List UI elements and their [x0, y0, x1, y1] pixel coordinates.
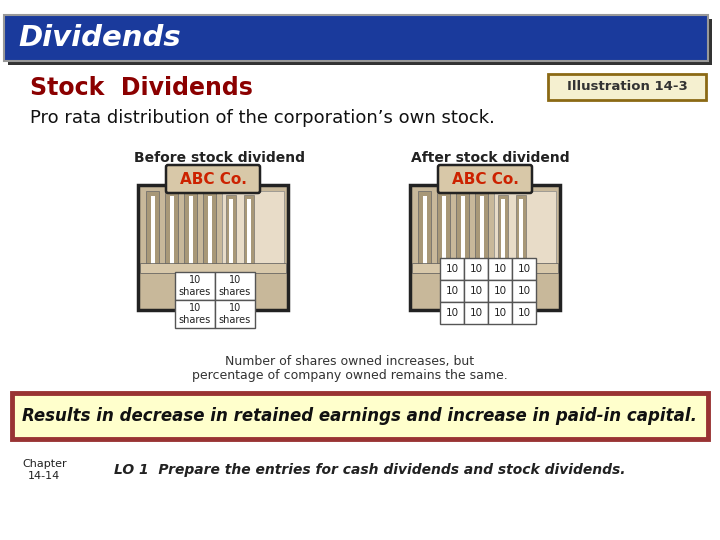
Bar: [423, 196, 426, 266]
Bar: [461, 196, 464, 266]
Bar: [418, 191, 431, 271]
Bar: [412, 263, 558, 273]
Text: Chapter
14-14: Chapter 14-14: [22, 459, 67, 481]
Bar: [229, 199, 233, 263]
Text: 10
shares: 10 shares: [219, 303, 251, 325]
Text: 10: 10: [446, 286, 459, 296]
Bar: [247, 199, 251, 263]
Bar: [501, 199, 505, 263]
Bar: [226, 195, 236, 267]
Bar: [207, 196, 212, 266]
Bar: [519, 199, 523, 263]
Bar: [189, 196, 192, 266]
Bar: [464, 258, 488, 280]
Text: 10: 10: [446, 308, 459, 318]
Text: 10: 10: [446, 264, 459, 274]
Bar: [488, 258, 512, 280]
FancyBboxPatch shape: [166, 165, 260, 193]
Text: Pro rata distribution of the corporation’s own stock.: Pro rata distribution of the corporation…: [30, 109, 495, 127]
Bar: [8, 19, 712, 65]
Bar: [244, 195, 254, 267]
Bar: [456, 191, 469, 271]
Bar: [512, 302, 536, 324]
Bar: [441, 196, 446, 266]
Bar: [203, 191, 216, 271]
Bar: [512, 280, 536, 302]
Text: 10: 10: [469, 286, 482, 296]
Text: 10: 10: [493, 264, 507, 274]
Bar: [464, 302, 488, 324]
Bar: [175, 300, 215, 328]
Bar: [215, 300, 255, 328]
Text: 10
shares: 10 shares: [179, 275, 211, 297]
Text: 10: 10: [518, 308, 531, 318]
Text: Before stock dividend: Before stock dividend: [135, 151, 305, 165]
Text: 10: 10: [518, 286, 531, 296]
Text: Dividends: Dividends: [18, 24, 181, 52]
Text: 10
shares: 10 shares: [179, 303, 211, 325]
Bar: [475, 191, 488, 271]
Bar: [494, 191, 556, 271]
Text: 10: 10: [493, 286, 507, 296]
Bar: [464, 280, 488, 302]
Bar: [215, 272, 255, 300]
Text: Results in decrease in retained earnings and increase in paid-in capital.: Results in decrease in retained earnings…: [22, 407, 698, 425]
Bar: [440, 302, 464, 324]
Bar: [498, 195, 508, 267]
Text: LO 1  Prepare the entries for cash dividends and stock dividends.: LO 1 Prepare the entries for cash divide…: [114, 463, 626, 477]
Text: 10: 10: [493, 308, 507, 318]
Text: Number of shares owned increases, but: Number of shares owned increases, but: [225, 355, 474, 368]
Bar: [516, 195, 526, 267]
FancyBboxPatch shape: [438, 165, 532, 193]
Text: After stock dividend: After stock dividend: [410, 151, 570, 165]
Bar: [146, 191, 159, 271]
Bar: [437, 191, 450, 271]
Bar: [488, 280, 512, 302]
Text: Stock  Dividends: Stock Dividends: [30, 76, 253, 100]
Bar: [184, 191, 197, 271]
Bar: [169, 196, 174, 266]
Text: Illustration 14-3: Illustration 14-3: [567, 80, 688, 93]
Bar: [410, 185, 560, 310]
Bar: [440, 258, 464, 280]
Bar: [222, 191, 284, 271]
Bar: [512, 258, 536, 280]
Text: 10: 10: [518, 264, 531, 274]
Bar: [4, 15, 708, 61]
Text: ABC Co.: ABC Co.: [179, 172, 246, 186]
Bar: [165, 191, 178, 271]
FancyBboxPatch shape: [548, 74, 706, 100]
Text: 10: 10: [469, 264, 482, 274]
Bar: [480, 196, 484, 266]
Bar: [488, 302, 512, 324]
Bar: [140, 263, 286, 273]
Text: 10
shares: 10 shares: [219, 275, 251, 297]
Bar: [150, 196, 155, 266]
Bar: [175, 272, 215, 300]
FancyBboxPatch shape: [12, 393, 708, 439]
Text: 10: 10: [469, 308, 482, 318]
Bar: [138, 185, 288, 310]
Bar: [440, 280, 464, 302]
Text: percentage of company owned remains the same.: percentage of company owned remains the …: [192, 369, 508, 382]
Text: ABC Co.: ABC Co.: [451, 172, 518, 186]
